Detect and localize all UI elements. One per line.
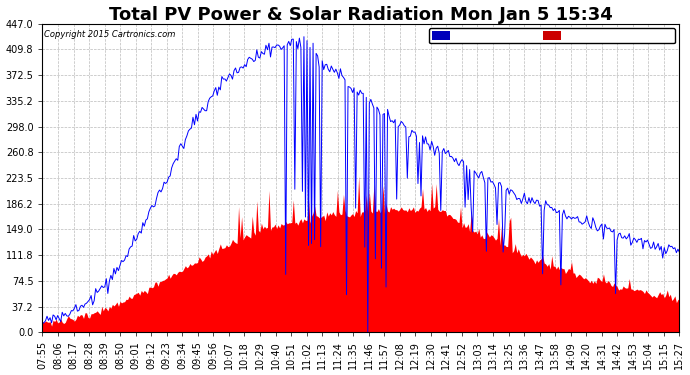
Text: Copyright 2015 Cartronics.com: Copyright 2015 Cartronics.com — [43, 30, 175, 39]
Title: Total PV Power & Solar Radiation Mon Jan 5 15:34: Total PV Power & Solar Radiation Mon Jan… — [109, 6, 613, 24]
Legend: Radiation (w/m2), PV Panels (DC Watts): Radiation (w/m2), PV Panels (DC Watts) — [429, 28, 675, 44]
